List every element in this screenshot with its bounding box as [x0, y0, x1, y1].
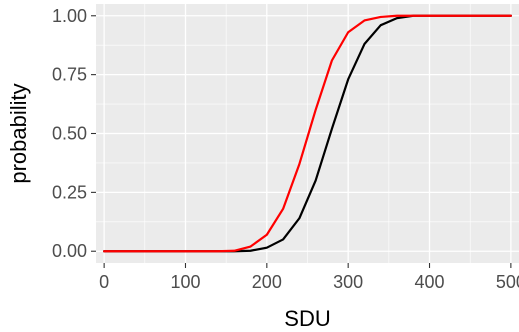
y-tick-label: 1.00 — [52, 6, 87, 26]
x-tick-label: 400 — [414, 272, 444, 292]
series-lines — [103, 14, 512, 253]
y-axis-title: probability — [6, 83, 31, 183]
x-tick-label: 100 — [170, 272, 200, 292]
y-tick-label: 0.75 — [52, 65, 87, 85]
x-tick-label: 0 — [99, 272, 109, 292]
y-tick-label: 0.25 — [52, 182, 87, 202]
x-axis-title: SDU — [284, 306, 330, 331]
x-tick-label: 200 — [252, 272, 282, 292]
tick-labels: 0 100 200 300 400 500 0.00 0.25 0.50 0.75 1.00 — [52, 6, 519, 292]
axis-ticks — [91, 15, 512, 268]
y-tick-label: 0.00 — [52, 241, 87, 261]
x-tick-label: 300 — [333, 272, 363, 292]
x-tick-label: 500 — [496, 272, 519, 292]
y-tick-label: 0.50 — [52, 124, 87, 144]
series-line-2 — [103, 14, 512, 253]
